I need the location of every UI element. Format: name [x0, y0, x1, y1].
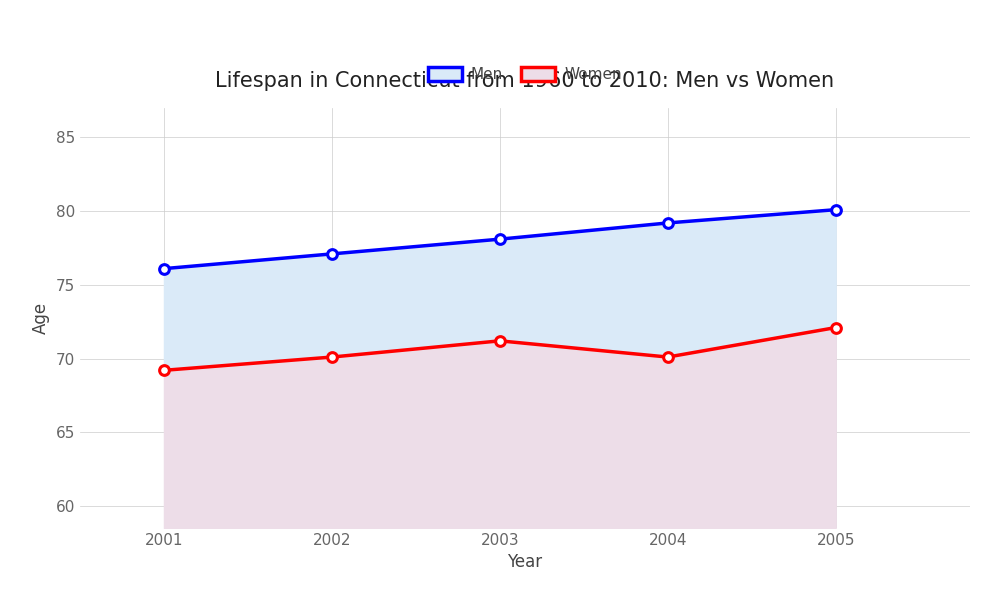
Legend: Men, Women: Men, Women [422, 61, 628, 88]
Y-axis label: Age: Age [32, 302, 50, 334]
X-axis label: Year: Year [507, 553, 543, 571]
Title: Lifespan in Connecticut from 1960 to 2010: Men vs Women: Lifespan in Connecticut from 1960 to 201… [215, 71, 835, 91]
